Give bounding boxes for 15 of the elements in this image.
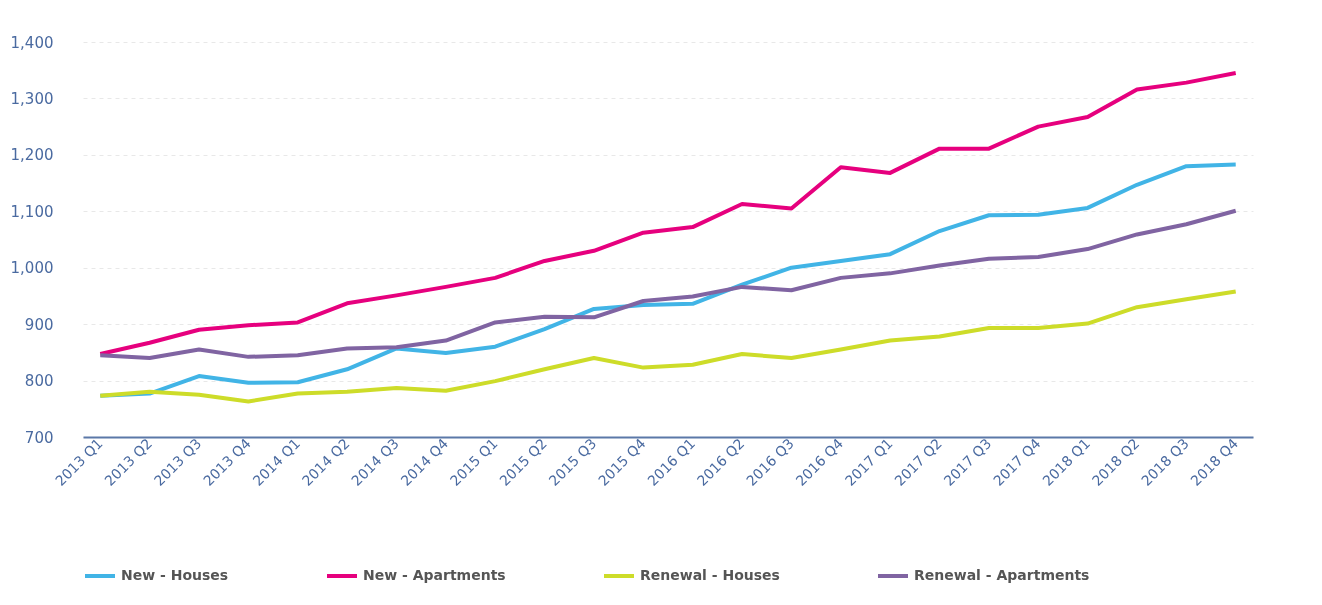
y-tick-label: 1,300 <box>10 89 54 108</box>
y-tick-label: 900 <box>24 315 54 334</box>
legend-label: Renewal - Apartments <box>914 567 1090 583</box>
line-series <box>98 208 1238 360</box>
y-tick-label: 1,400 <box>10 33 54 52</box>
legend-label: New - Apartments <box>363 567 506 583</box>
line-series <box>98 71 1238 357</box>
line-series <box>98 289 1238 404</box>
y-tick-label: 1,000 <box>10 259 54 278</box>
y-tick-label: 1,200 <box>10 146 54 165</box>
y-tick-label: 1,100 <box>10 202 54 221</box>
legend-label: New - Houses <box>121 567 229 583</box>
y-tick-label: 700 <box>24 428 54 447</box>
legend-label: Renewal - Houses <box>640 567 780 583</box>
y-tick-label: 800 <box>24 372 54 391</box>
